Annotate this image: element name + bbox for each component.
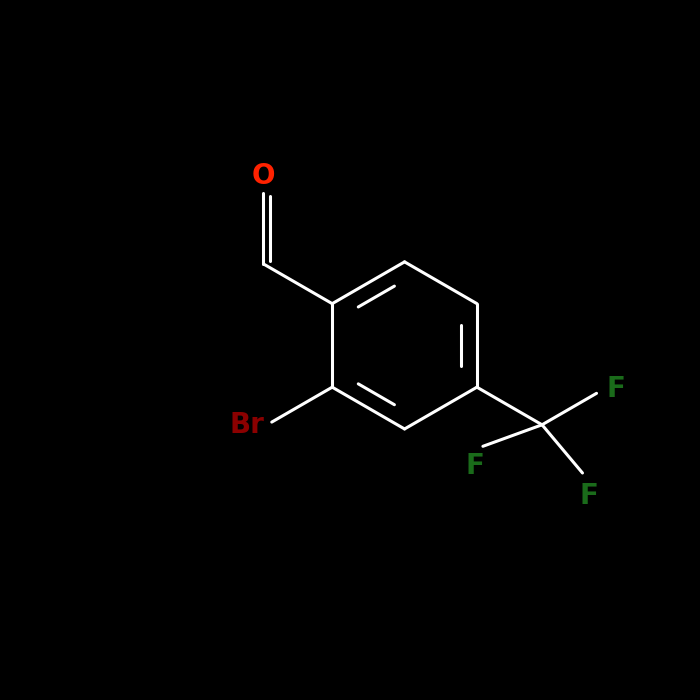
Text: F: F [466, 452, 484, 480]
Text: Br: Br [230, 411, 265, 439]
Text: O: O [252, 162, 275, 190]
Text: F: F [606, 375, 625, 403]
Text: F: F [580, 482, 598, 510]
